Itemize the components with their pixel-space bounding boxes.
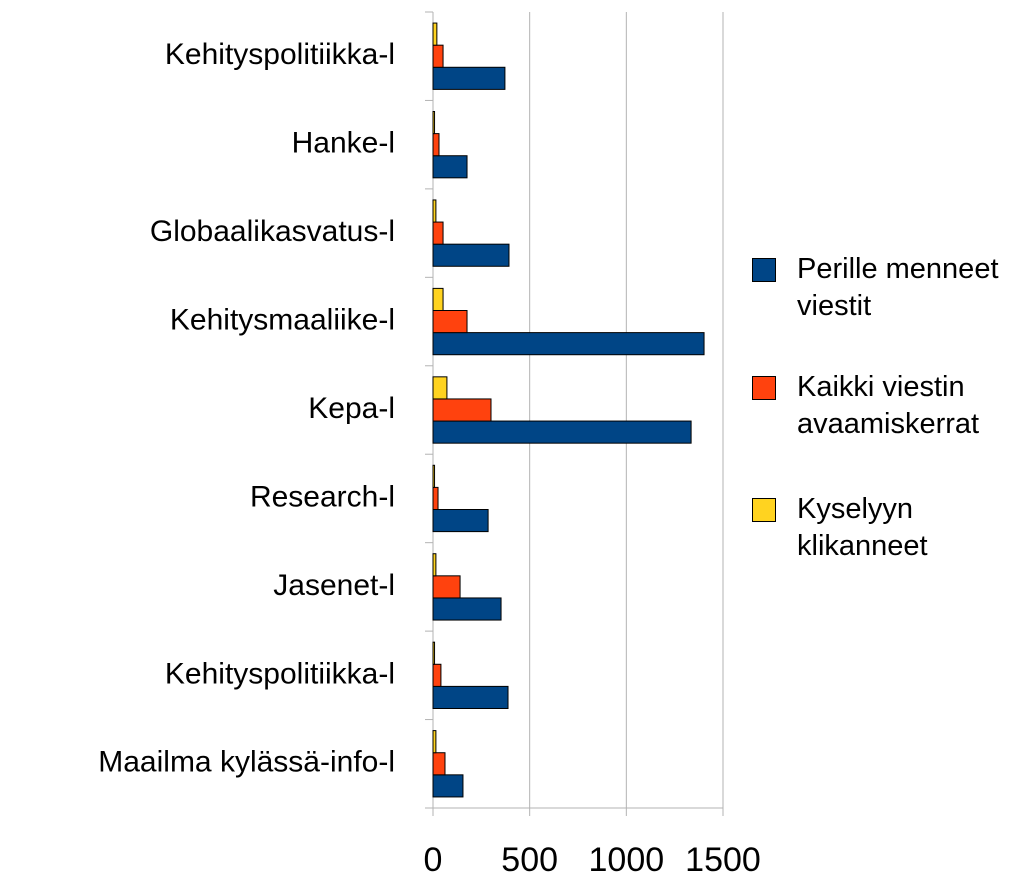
- bar: [432, 287, 444, 311]
- bar: [432, 553, 437, 577]
- bar: [432, 752, 446, 776]
- bar: [432, 486, 439, 510]
- bar: [432, 663, 442, 687]
- x-tick-label: 0: [424, 841, 443, 877]
- bar: [432, 376, 448, 400]
- y-tick-label: Hanke-l: [292, 127, 395, 160]
- bar: [432, 310, 468, 334]
- y-tick-label: Jasenet-l: [273, 569, 395, 602]
- y-tick-label: Globaalikasvatus-l: [150, 215, 395, 248]
- y-tick-label: Kehitysmaaliike-l: [170, 303, 395, 336]
- x-tick-label: 500: [501, 841, 558, 877]
- bar: [432, 464, 436, 488]
- legend-label: Kyselyyn klikanneet: [797, 493, 928, 562]
- bar: [432, 597, 502, 621]
- y-tick-label: Kepa-l: [308, 392, 395, 425]
- y-tick-label: Maailma kylässä-info-l: [98, 746, 395, 779]
- bar: [432, 111, 436, 135]
- bar: [432, 66, 506, 90]
- bar: [432, 730, 437, 754]
- bar: [432, 221, 444, 245]
- bar: [432, 685, 509, 710]
- x-tick-label: 1500: [685, 841, 761, 877]
- legend-label: Perille menneet viestit: [797, 253, 999, 322]
- legend-swatch: [752, 498, 776, 522]
- bar: [432, 641, 436, 665]
- y-tick-label: Kehityspolitiikka-l: [165, 38, 395, 71]
- bar: [432, 398, 492, 422]
- x-tick-label: 1000: [589, 841, 665, 877]
- legend-swatch: [752, 258, 776, 282]
- bar: [432, 44, 444, 68]
- bar: [432, 509, 489, 533]
- bar: [432, 133, 440, 157]
- bar: [432, 22, 438, 46]
- legend-entry: Perille menneet viestit: [752, 251, 1012, 325]
- bar: [432, 420, 692, 444]
- y-tick-label: Kehityspolitiikka-l: [165, 657, 395, 690]
- bar: [432, 243, 510, 267]
- bar: [432, 199, 437, 223]
- legend-swatch: [752, 376, 776, 400]
- legend-label: Kaikki viestin avaamiskerrat: [797, 371, 980, 440]
- bar: [432, 575, 461, 599]
- y-tick-label: Research-l: [250, 480, 395, 513]
- legend-entry: Kyselyyn klikanneet: [752, 491, 1012, 565]
- bar: [432, 155, 468, 179]
- bar: [432, 774, 464, 798]
- bar: [432, 332, 705, 356]
- legend-entry: Kaikki viestin avaamiskerrat: [752, 369, 1012, 443]
